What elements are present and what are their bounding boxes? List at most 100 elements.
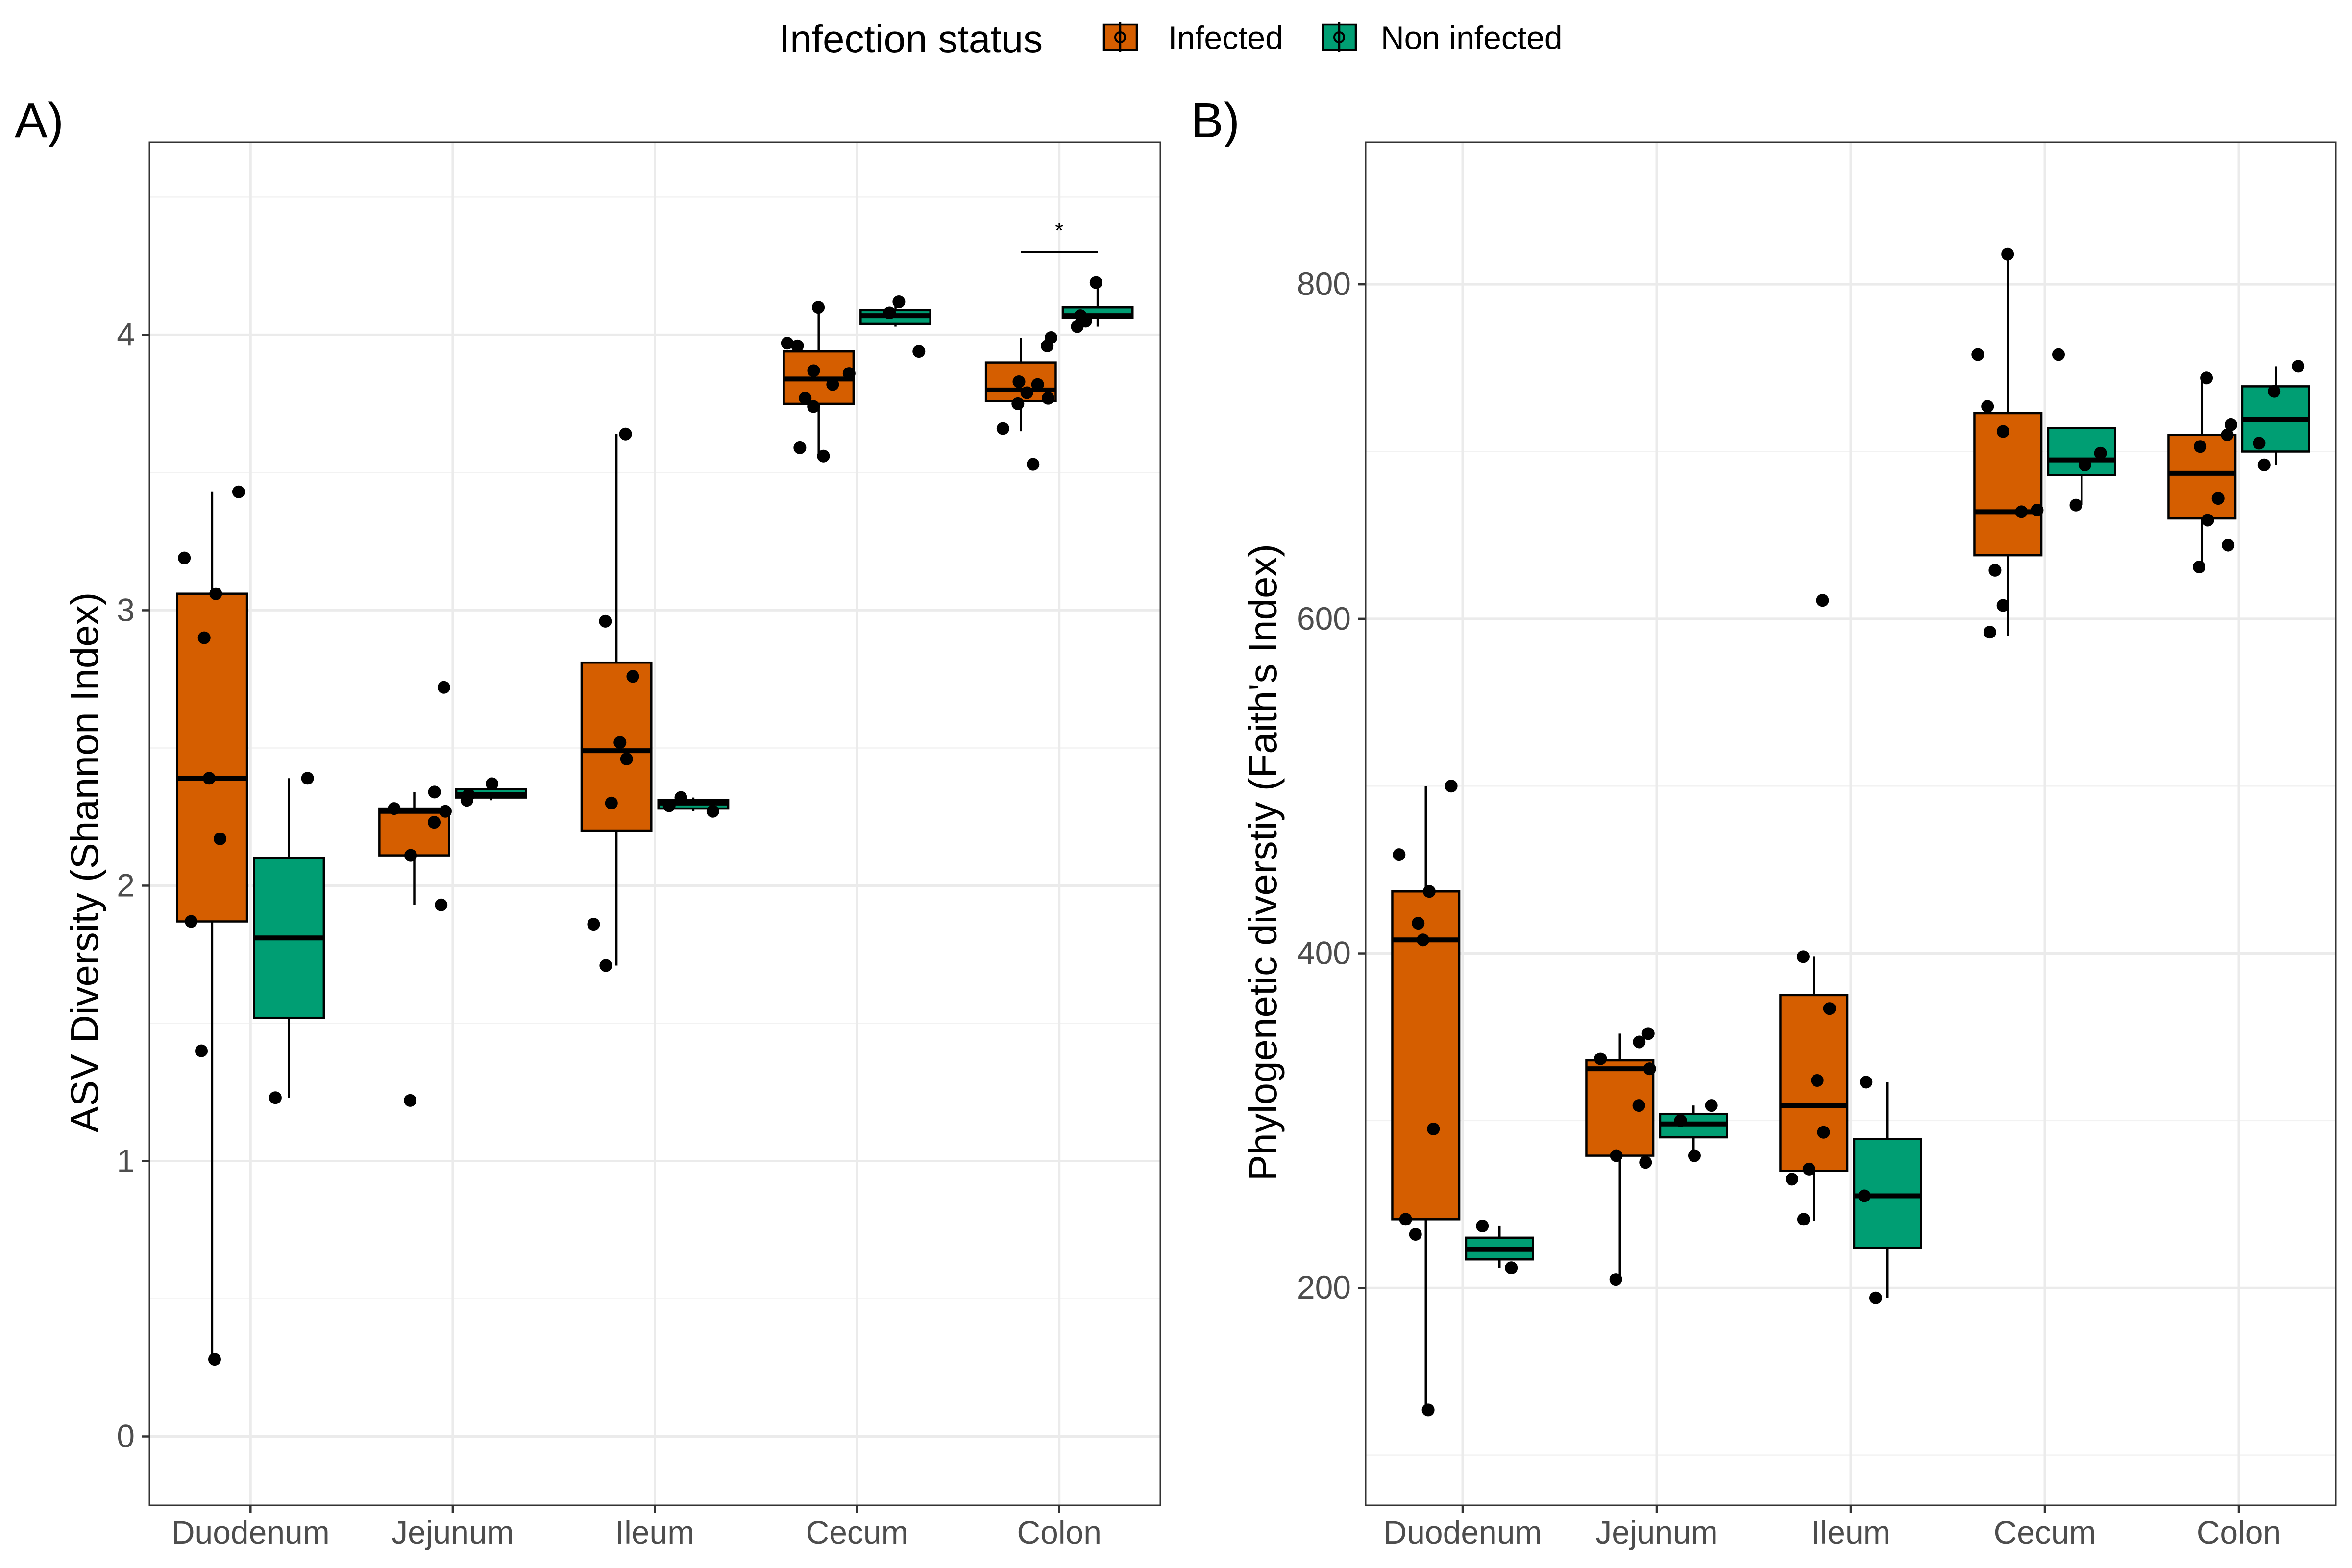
data-point-infected-cecum bbox=[793, 441, 807, 454]
data-point-infected-duodenum bbox=[1417, 933, 1430, 947]
data-point-infected-ileum bbox=[587, 918, 600, 931]
data-point-non-infected-ileum bbox=[1858, 1189, 1871, 1202]
x-tick-label-jejunum: Jejunum bbox=[1595, 1514, 1717, 1550]
data-point-infected-colon bbox=[996, 422, 1009, 435]
data-point-infected-jejunum bbox=[1633, 1035, 1646, 1049]
y-axis-title-a: ASV Diversity (Shannon Index) bbox=[63, 592, 106, 1133]
data-point-infected-jejunum bbox=[428, 785, 441, 799]
data-point-non-infected-colon bbox=[1071, 320, 1084, 333]
data-point-infected-ileum bbox=[1823, 1002, 1836, 1015]
x-tick-label-colon: Colon bbox=[1017, 1514, 1101, 1550]
data-point-infected-jejunum bbox=[404, 849, 417, 862]
data-point-infected-colon bbox=[1031, 378, 1044, 391]
legend-label-infected: Infected bbox=[1168, 20, 1283, 56]
data-point-infected-cecum bbox=[2001, 247, 2014, 261]
box-infected-cecum bbox=[1973, 412, 2043, 557]
data-point-non-infected-colon bbox=[2268, 385, 2281, 398]
data-point-non-infected-ileum bbox=[706, 805, 719, 818]
data-point-infected-jejunum bbox=[439, 805, 452, 818]
data-point-infected-duodenum bbox=[1393, 848, 1406, 861]
panel-a: A) ASV Diversity (Shannon Index) * 0 1 2 3 4 D… bbox=[15, 93, 1161, 1550]
data-point-infected-jejunum bbox=[1639, 1156, 1652, 1169]
legend-title: Infection status bbox=[779, 17, 1043, 61]
data-point-infected-cecum bbox=[842, 367, 856, 380]
data-point-non-infected-cecum bbox=[883, 306, 896, 319]
data-point-non-infected-cecum bbox=[892, 295, 906, 308]
data-point-infected-jejunum bbox=[437, 681, 450, 694]
x-tick-label-ileum: Ileum bbox=[1811, 1514, 1890, 1550]
y-tick-label: 4 bbox=[117, 316, 135, 352]
data-point-non-infected-colon bbox=[2292, 360, 2305, 373]
data-point-infected-ileum bbox=[1811, 1074, 1824, 1087]
legend-swatch-point bbox=[1114, 31, 1126, 43]
legend-key-non-infected: Non infected bbox=[1322, 20, 1563, 56]
data-point-non-infected-duodenum bbox=[1476, 1219, 1489, 1232]
data-point-infected-colon bbox=[1012, 375, 1026, 388]
data-point-non-infected-duodenum bbox=[301, 772, 314, 785]
data-point-infected-duodenum bbox=[1427, 1122, 1440, 1135]
panel-label-a: A) bbox=[15, 93, 64, 148]
plot-area-a: * 0 1 2 3 4 Duodenum Jejunum Ileum Cecum Colon bbox=[117, 141, 1161, 1550]
legend-label-non-infected: Non infected bbox=[1381, 20, 1563, 56]
data-point-infected-duodenum bbox=[1399, 1213, 1412, 1226]
data-point-infected-colon bbox=[2201, 514, 2214, 527]
y-tick-label: 1 bbox=[117, 1142, 135, 1178]
data-point-infected-jejunum bbox=[388, 802, 401, 815]
data-point-infected-duodenum bbox=[208, 1353, 221, 1366]
data-point-infected-colon bbox=[2211, 492, 2225, 505]
data-point-non-infected-duodenum bbox=[269, 1091, 282, 1104]
data-point-infected-ileum bbox=[1802, 1162, 1815, 1176]
x-tick-label-cecum: Cecum bbox=[806, 1514, 908, 1550]
data-point-infected-jejunum bbox=[1594, 1052, 1607, 1065]
significance-marker: * bbox=[1055, 219, 1063, 243]
data-point-non-infected-jejunum bbox=[1688, 1149, 1701, 1162]
legend-key-infected: Infected bbox=[1102, 20, 1283, 56]
y-tick-label: 200 bbox=[1297, 1269, 1351, 1305]
data-point-infected-cecum bbox=[826, 378, 839, 391]
data-point-infected-colon bbox=[2200, 371, 2213, 385]
data-point-infected-colon bbox=[2194, 440, 2207, 453]
data-point-infected-duodenum bbox=[214, 832, 227, 845]
data-point-infected-cecum bbox=[1996, 599, 2009, 612]
data-point-infected-cecum bbox=[1983, 626, 1996, 639]
y-tick-label: 0 bbox=[117, 1418, 135, 1454]
data-point-infected-colon bbox=[1020, 386, 1033, 399]
data-point-infected-duodenum bbox=[209, 587, 222, 600]
x-tick-label-jejunum: Jejunum bbox=[392, 1514, 514, 1550]
data-point-infected-cecum bbox=[2015, 505, 2028, 518]
x-tick-label-cecum: Cecum bbox=[1993, 1514, 2096, 1550]
data-point-infected-jejunum bbox=[1609, 1273, 1622, 1286]
data-point-infected-duodenum bbox=[1445, 780, 1458, 793]
plot-area-b: 200 400 600 800 Duodenum Jejunum Ileum Cecum Col… bbox=[1297, 141, 2337, 1550]
data-point-non-infected-cecum bbox=[2052, 348, 2065, 361]
data-point-infected-colon bbox=[1011, 397, 1025, 410]
box-infected-duodenum bbox=[176, 592, 248, 923]
data-point-infected-jejunum bbox=[1610, 1149, 1623, 1162]
y-tick-label: 3 bbox=[117, 591, 135, 628]
data-point-infected-ileum bbox=[599, 614, 612, 628]
data-point-infected-colon bbox=[1027, 458, 1040, 471]
data-point-infected-cecum bbox=[807, 364, 820, 377]
y-axis-title-b: Phylogenetic diverstiy (Faith's Index) bbox=[1241, 544, 1285, 1181]
data-point-infected-colon bbox=[2192, 561, 2205, 574]
panel-b: B) Phylogenetic diverstiy (Faith's Index… bbox=[1191, 93, 2337, 1550]
data-point-non-infected-ileum bbox=[1860, 1076, 1873, 1089]
data-point-infected-colon bbox=[1041, 339, 1054, 352]
data-point-non-infected-jejunum bbox=[1705, 1099, 1718, 1112]
data-point-infected-jejunum bbox=[1642, 1027, 1655, 1040]
y-tick-label: 800 bbox=[1297, 266, 1351, 302]
data-point-infected-cecum bbox=[791, 339, 804, 352]
data-point-infected-ileum bbox=[626, 670, 639, 683]
data-point-infected-jejunum bbox=[404, 1094, 417, 1107]
data-point-infected-duodenum bbox=[178, 551, 191, 564]
data-point-infected-jejunum bbox=[1632, 1099, 1645, 1112]
data-point-infected-cecum bbox=[2031, 503, 2044, 516]
data-point-infected-duodenum bbox=[195, 1044, 208, 1057]
data-point-infected-ileum bbox=[1797, 1213, 1810, 1226]
data-point-infected-cecum bbox=[812, 301, 825, 314]
data-point-infected-duodenum bbox=[185, 915, 198, 928]
data-point-non-infected-colon bbox=[1089, 276, 1102, 289]
data-point-infected-ileum bbox=[613, 736, 627, 749]
